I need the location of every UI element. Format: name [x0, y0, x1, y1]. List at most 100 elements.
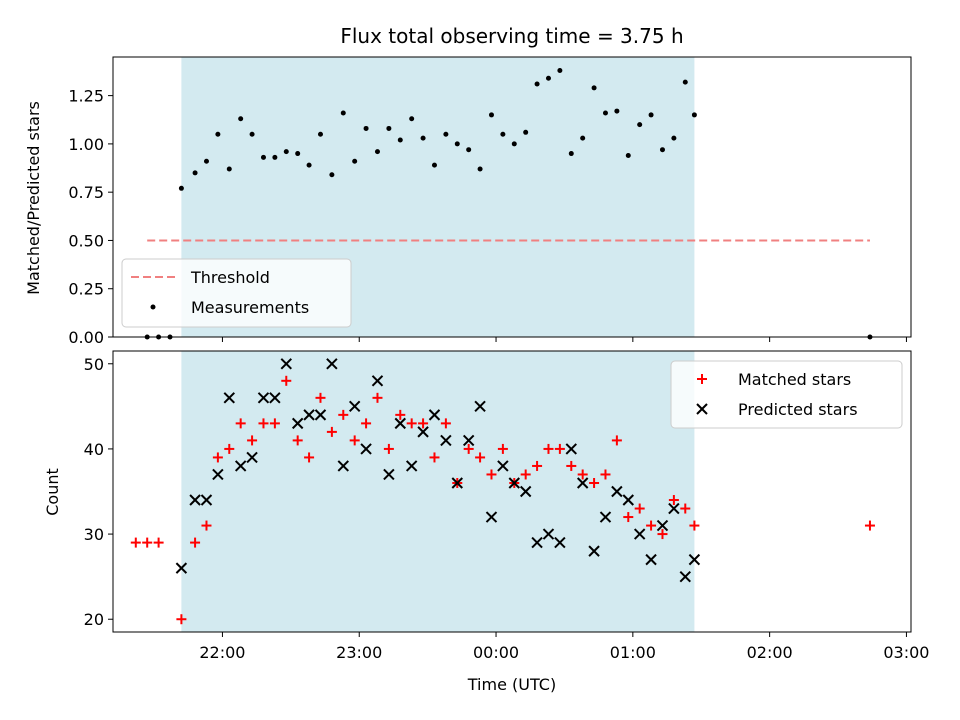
bottom-y-tick-label: 30	[84, 525, 104, 544]
matched-star-point	[566, 460, 577, 471]
measurement-point	[260, 154, 266, 160]
matched-star-point	[190, 537, 201, 548]
predicted-star-point	[212, 468, 224, 481]
measurement-point	[306, 162, 312, 168]
predicted-star-point	[679, 570, 691, 583]
bottom-y-tick-label: 40	[84, 440, 104, 459]
legend-measurements-label: Measurements	[191, 298, 309, 317]
matched-star-point	[304, 452, 315, 463]
measurement-point	[454, 141, 460, 147]
top-y-tick-label: 0.75	[68, 183, 104, 202]
predicted-star-point	[371, 375, 384, 387]
matched-star-point	[497, 443, 508, 454]
measurement-point	[420, 135, 426, 141]
predicted-star-point	[383, 468, 395, 481]
matched-star-point	[543, 443, 554, 454]
predicted-star-point	[622, 494, 634, 506]
matched-star-point	[142, 537, 153, 548]
top-y-axis-title: Matched/Predicted stars	[24, 101, 43, 295]
chart-title: Flux total observing time = 3.75 h	[340, 24, 683, 48]
matched-star-point	[258, 418, 269, 429]
measurement-point	[443, 131, 449, 137]
matched-star-point	[247, 435, 258, 446]
legend-measurements-swatch	[150, 304, 156, 310]
predicted-star-point	[280, 358, 292, 370]
top-legend-box	[121, 258, 352, 328]
measurement-point	[477, 166, 483, 172]
measurement-point	[226, 166, 232, 172]
measurement-point	[580, 135, 586, 141]
measurement-point	[397, 137, 403, 143]
top-panel: Flux total observing time = 3.75 h 0.00 0…	[24, 24, 912, 347]
matched-star-point	[235, 418, 246, 429]
top-y-tick-label: 1.25	[68, 87, 104, 106]
measurement-point	[602, 110, 608, 116]
measurement-point	[238, 116, 244, 122]
matched-star-point	[212, 452, 223, 463]
matched-star-point	[176, 614, 187, 625]
observing-window-span	[181, 351, 695, 632]
predicted-star-point	[497, 460, 509, 472]
predicted-star-point	[348, 400, 361, 413]
measurement-point	[557, 68, 563, 74]
measurement-point	[431, 162, 437, 168]
top-y-tick-label: 1.00	[68, 135, 104, 154]
matched-star-point	[224, 443, 235, 454]
measurement-point	[329, 172, 335, 178]
predicted-star-point	[257, 392, 270, 404]
predicted-star-point	[291, 417, 304, 430]
matched-star-point	[130, 537, 141, 548]
matched-star-point	[395, 409, 406, 420]
top-y-tick-label: 0.25	[68, 280, 104, 299]
matched-star-point	[406, 418, 417, 429]
predicted-star-point	[656, 519, 669, 532]
legend-predicted-marker	[696, 403, 708, 415]
measurement-point	[203, 158, 209, 164]
measurement-point	[374, 149, 380, 155]
measurement-point	[691, 112, 697, 118]
matched-star-point	[315, 392, 326, 403]
legend-matched-swatch	[697, 374, 707, 384]
matched-star-point	[646, 520, 657, 531]
predicted-star-point	[554, 536, 566, 549]
measurement-point	[523, 129, 529, 135]
matched-star-point	[153, 537, 164, 548]
measurement-point	[545, 75, 551, 81]
measurement-point	[340, 110, 346, 116]
measurement-point	[283, 149, 289, 155]
predicted-star-point	[428, 409, 441, 421]
legend-predicted-label: Predicted stars	[738, 400, 858, 419]
matched-star-point	[520, 469, 531, 480]
top-axes-frame	[112, 56, 912, 338]
matched-star-point	[281, 375, 292, 386]
bottom-axes-frame	[112, 350, 912, 633]
predicted-star-point	[326, 358, 338, 370]
measurement-point	[500, 131, 506, 137]
predicted-star-point	[451, 477, 463, 489]
predicted-star-point	[565, 443, 577, 455]
predicted-star-point	[405, 460, 418, 472]
x-tick-label: 23:00	[336, 643, 382, 662]
top-y-tick-label: 0.50	[68, 231, 104, 250]
matched-star-point	[201, 520, 212, 531]
x-tick-label: 00:00	[473, 643, 519, 662]
matched-star-point	[689, 520, 700, 531]
matched-star-point	[680, 503, 691, 514]
matched-star-point	[292, 435, 303, 446]
predicted-star-point	[633, 528, 646, 540]
measurement-point	[659, 147, 665, 153]
x-tick-label: 02:00	[747, 643, 793, 662]
matched-star-point	[623, 512, 634, 523]
matched-star-point	[864, 520, 875, 531]
predicted-star-point	[223, 392, 235, 404]
matched-star-point	[611, 435, 622, 446]
matched-star-point	[600, 469, 611, 480]
bottom-legend: Matched stars Predicted stars	[670, 360, 903, 429]
matched-star-point	[532, 460, 543, 471]
matched-star-point	[554, 443, 565, 454]
legend-matched-label: Matched stars	[738, 370, 851, 389]
predicted-star-point	[668, 502, 680, 515]
measurement-point	[614, 108, 620, 114]
measurement-point	[488, 112, 494, 118]
measurement-point	[466, 147, 472, 153]
